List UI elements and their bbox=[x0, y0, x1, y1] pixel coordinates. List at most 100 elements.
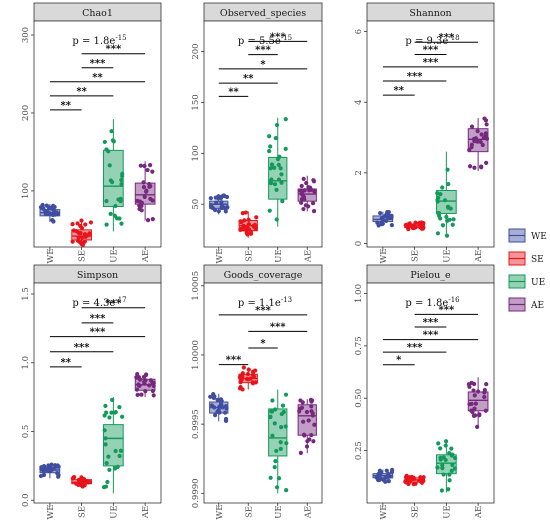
data-point bbox=[143, 388, 148, 394]
data-point bbox=[150, 217, 155, 222]
data-point bbox=[383, 479, 388, 484]
significance-label: *** bbox=[90, 58, 106, 69]
x-tick-label: WE bbox=[215, 505, 225, 520]
x-tick-label: UE bbox=[274, 505, 284, 518]
p-value-base: p = 4.3e bbox=[72, 298, 115, 309]
data-point bbox=[80, 235, 85, 240]
x-tick-label: UE bbox=[109, 249, 119, 262]
data-point bbox=[478, 164, 484, 169]
x-tick-label: SE bbox=[411, 506, 421, 518]
data-point bbox=[41, 472, 47, 478]
data-point bbox=[447, 472, 452, 477]
data-point bbox=[297, 188, 302, 193]
data-point bbox=[243, 227, 248, 232]
y-tick-label: 100 bbox=[21, 183, 31, 199]
x-tick-label: AE bbox=[303, 506, 313, 519]
data-point bbox=[107, 467, 112, 472]
y-tick-label: 1.00 bbox=[354, 284, 364, 303]
significance-label: *** bbox=[270, 322, 286, 333]
data-point bbox=[386, 479, 391, 484]
significance-label: *** bbox=[106, 298, 122, 309]
data-point bbox=[301, 419, 306, 424]
data-point bbox=[268, 475, 273, 480]
data-point bbox=[208, 196, 213, 201]
data-point bbox=[419, 220, 424, 225]
data-point bbox=[438, 446, 443, 451]
data-point bbox=[208, 394, 213, 399]
data-point bbox=[39, 467, 44, 472]
data-point bbox=[471, 381, 477, 387]
data-point bbox=[268, 166, 273, 171]
significance-label: * bbox=[260, 339, 266, 350]
data-point bbox=[218, 402, 223, 407]
x-tick-label: AE bbox=[474, 506, 484, 519]
y-tick-label: 100 bbox=[191, 145, 201, 161]
data-point bbox=[56, 472, 61, 478]
data-point bbox=[238, 227, 243, 233]
data-point bbox=[113, 203, 118, 209]
data-point bbox=[76, 230, 82, 236]
panel-title: Simpson bbox=[77, 270, 118, 281]
data-point bbox=[238, 219, 243, 224]
data-point bbox=[304, 180, 309, 186]
data-point bbox=[54, 210, 59, 215]
data-point bbox=[443, 443, 448, 448]
y-tick-label: 50 bbox=[191, 199, 201, 210]
data-point bbox=[224, 406, 229, 411]
data-point bbox=[76, 235, 81, 240]
data-point bbox=[284, 488, 289, 493]
data-point bbox=[119, 177, 124, 183]
data-point bbox=[418, 225, 423, 230]
data-point bbox=[276, 177, 282, 182]
data-point bbox=[212, 413, 218, 418]
data-point bbox=[246, 217, 251, 222]
data-point bbox=[377, 475, 382, 481]
data-point bbox=[141, 185, 147, 190]
data-point bbox=[106, 454, 111, 459]
y-tick-label: 200 bbox=[21, 105, 31, 121]
data-point bbox=[378, 211, 383, 216]
data-point bbox=[389, 223, 394, 228]
data-point bbox=[70, 222, 75, 227]
significance-label: ** bbox=[243, 74, 254, 85]
data-point bbox=[270, 409, 275, 414]
x-tick-label: SE bbox=[78, 250, 88, 262]
data-point bbox=[113, 410, 118, 415]
data-point bbox=[278, 440, 283, 445]
data-point bbox=[141, 180, 146, 185]
data-point bbox=[436, 211, 441, 216]
data-point bbox=[272, 465, 277, 470]
data-point bbox=[268, 180, 274, 186]
data-point bbox=[41, 464, 47, 469]
data-point bbox=[273, 407, 278, 412]
data-point bbox=[216, 209, 221, 214]
data-point bbox=[404, 473, 409, 478]
data-point bbox=[250, 380, 255, 385]
data-point bbox=[103, 403, 108, 408]
data-point bbox=[268, 415, 273, 420]
significance-label: * bbox=[396, 355, 402, 366]
data-point bbox=[301, 194, 306, 199]
x-tick-label: AE bbox=[141, 506, 151, 519]
y-tick-label: 0 bbox=[354, 241, 364, 246]
data-point bbox=[473, 401, 478, 406]
x-tick-label: WE bbox=[46, 505, 56, 520]
significance-label: *** bbox=[90, 327, 106, 338]
data-point bbox=[302, 188, 307, 193]
data-point bbox=[151, 383, 156, 388]
data-point bbox=[277, 154, 282, 159]
data-point bbox=[79, 218, 84, 223]
data-point bbox=[438, 455, 443, 461]
significance-label: *** bbox=[439, 305, 455, 316]
data-point bbox=[241, 365, 246, 370]
data-point bbox=[274, 122, 280, 128]
data-point bbox=[470, 409, 475, 415]
data-point bbox=[299, 200, 304, 205]
data-point bbox=[376, 223, 381, 228]
data-point bbox=[279, 180, 284, 185]
data-point bbox=[482, 387, 487, 393]
data-point bbox=[112, 213, 117, 218]
p-value-exponent: -15 bbox=[115, 34, 126, 42]
